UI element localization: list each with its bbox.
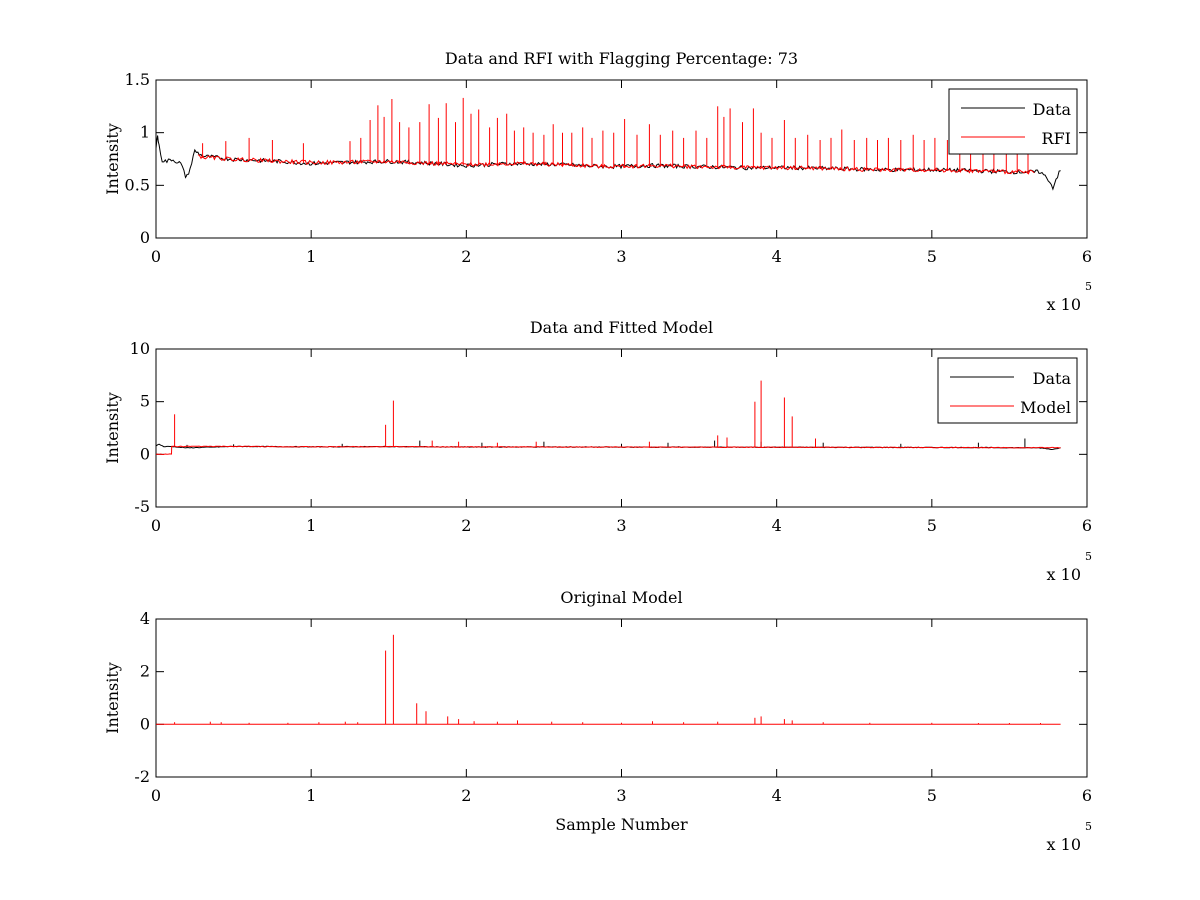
y-tick-label: -2 — [134, 767, 150, 786]
x-tick-label: 2 — [461, 786, 471, 805]
x-tick-label: 4 — [772, 247, 782, 266]
x-tick-label: 1 — [306, 247, 316, 266]
y-axis-label: Intensity — [103, 392, 122, 464]
x-tick-label: 1 — [306, 516, 316, 535]
x-tick-label: 6 — [1082, 247, 1092, 266]
plot-content — [156, 380, 1061, 456]
x-exponent-label: x 10 — [1047, 295, 1081, 314]
x-exponent-power: 5 — [1085, 280, 1092, 293]
y-tick-label: 0 — [140, 714, 150, 733]
plot-content — [156, 97, 1061, 191]
x-tick-label: 1 — [306, 786, 316, 805]
x-exponent-base: x 10 — [1047, 565, 1081, 584]
x-exponent-label: x 10 — [1047, 835, 1081, 854]
x-tick-label: 6 — [1082, 516, 1092, 535]
x-exponent-base: x 10 — [1047, 835, 1081, 854]
x-exponent-power: 5 — [1085, 820, 1092, 833]
y-tick-label: 5 — [140, 392, 150, 411]
x-exponent-label: x 10 — [1047, 565, 1081, 584]
x-tick-label: 2 — [461, 247, 471, 266]
chart-title: Original Model — [560, 588, 682, 607]
chart-panel-1: Data and RFI with Flagging Percentage: 7… — [103, 49, 1092, 314]
chart-title: Data and RFI with Flagging Percentage: 7… — [445, 49, 798, 68]
y-tick-label: 4 — [140, 609, 150, 628]
chart-title: Data and Fitted Model — [530, 318, 713, 337]
series-1 — [156, 634, 1061, 725]
x-tick-label: 4 — [772, 786, 782, 805]
legend-label-data: Data — [1033, 369, 1072, 388]
y-tick-label: 1.5 — [125, 70, 150, 89]
plot-area — [155, 79, 1088, 239]
y-tick-label: 0 — [140, 444, 150, 463]
y-tick-label: 1 — [140, 123, 150, 142]
series-model-line — [156, 445, 1061, 456]
legend-label-model: Model — [1020, 398, 1071, 417]
x-tick-label: 5 — [927, 247, 937, 266]
x-axis-label: Sample Number — [555, 815, 688, 834]
x-tick-label: 2 — [461, 516, 471, 535]
legend-box — [937, 357, 1078, 424]
legend: Data RFI — [948, 88, 1078, 155]
y-tick-label: 10 — [130, 339, 150, 358]
plot-content — [156, 634, 1061, 725]
x-tick-label: 4 — [772, 516, 782, 535]
series-rfi — [197, 97, 1035, 175]
y-tick-label: 2 — [140, 662, 150, 681]
x-tick-label: 0 — [151, 786, 161, 805]
series-data — [156, 135, 1061, 191]
legend: Data Model — [937, 357, 1078, 424]
x-tick-label: 5 — [927, 516, 937, 535]
y-axis-label: Intensity — [103, 123, 122, 195]
plot-area — [155, 348, 1088, 508]
x-tick-label: 5 — [927, 786, 937, 805]
y-tick-label: 0.5 — [125, 175, 150, 194]
legend-box — [948, 88, 1078, 155]
y-tick-label: -5 — [134, 497, 150, 516]
series-model — [156, 380, 1061, 456]
x-exponent-base: x 10 — [1047, 295, 1081, 314]
legend-label-rfi: RFI — [1042, 129, 1071, 148]
series-data-line — [156, 135, 1061, 191]
x-tick-label: 0 — [151, 516, 161, 535]
series-rfi-line — [197, 154, 1035, 175]
x-tick-label: 3 — [616, 786, 626, 805]
y-axis-label: Intensity — [103, 662, 122, 734]
x-tick-label: 3 — [616, 247, 626, 266]
x-tick-label: 6 — [1082, 786, 1092, 805]
x-tick-label: 0 — [151, 247, 161, 266]
x-exponent-power: 5 — [1085, 550, 1092, 563]
plot-area — [155, 618, 1088, 778]
legend-label-data: Data — [1033, 100, 1072, 119]
y-tick-label: 0 — [140, 228, 150, 247]
x-tick-label: 3 — [616, 516, 626, 535]
